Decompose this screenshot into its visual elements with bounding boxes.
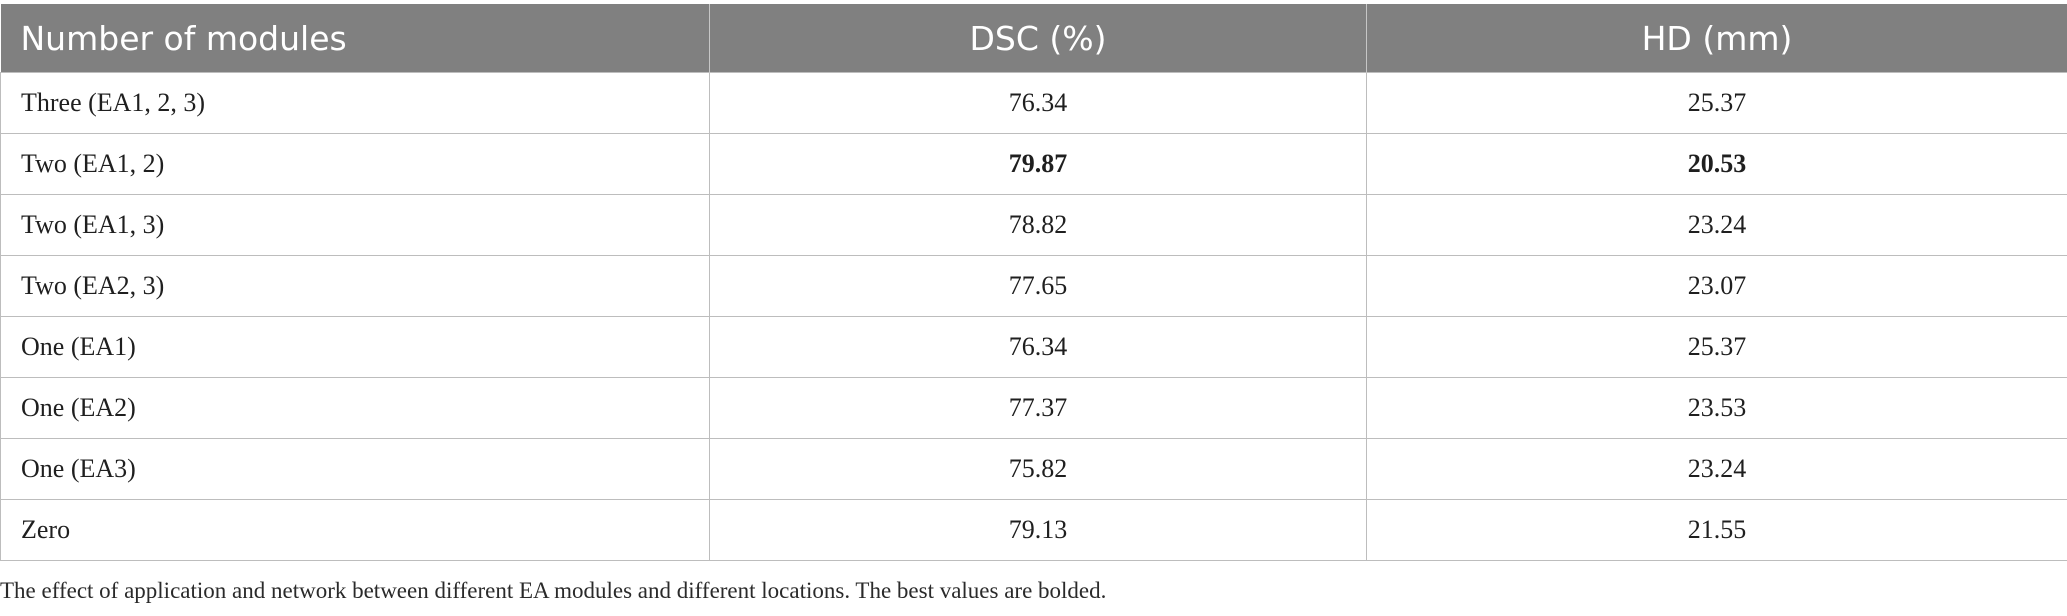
table-row: One (EA2) 77.37 23.53 bbox=[0, 377, 2067, 439]
header-row: Number of modules DSC (%) HD (mm) bbox=[0, 4, 2067, 73]
row-label-cell: One (EA1) bbox=[0, 316, 710, 378]
header-hd: HD (mm) bbox=[1366, 4, 2067, 73]
row-label-cell: Two (EA1, 2) bbox=[0, 133, 710, 195]
hd-cell: 20.53 bbox=[1366, 133, 2067, 195]
table-caption: The effect of application and network be… bbox=[0, 578, 1107, 603]
table-row: Two (EA1, 2) 79.87 20.53 bbox=[0, 133, 2067, 195]
row-label-cell: Three (EA1, 2, 3) bbox=[0, 72, 710, 134]
results-table: Number of modules DSC (%) HD (mm) Three … bbox=[0, 4, 2067, 561]
table-body: Three (EA1, 2, 3) 76.34 25.37 Two (EA1, 2) 7… bbox=[0, 72, 2067, 561]
row-label-cell: Two (EA1, 3) bbox=[0, 194, 710, 256]
row-label-cell: Two (EA2, 3) bbox=[0, 255, 710, 317]
dsc-cell: 75.82 bbox=[709, 438, 1367, 500]
table-row: Two (EA2, 3) 77.65 23.07 bbox=[0, 255, 2067, 317]
dsc-cell: 79.87 bbox=[709, 133, 1367, 195]
hd-cell: 23.07 bbox=[1366, 255, 2067, 317]
table-row: Two (EA1, 3) 78.82 23.24 bbox=[0, 194, 2067, 256]
header-number-of-modules: Number of modules bbox=[0, 4, 710, 73]
table-row: Three (EA1, 2, 3) 76.34 25.37 bbox=[0, 72, 2067, 134]
row-label-cell: One (EA3) bbox=[0, 438, 710, 500]
results-table-container: Number of modules DSC (%) HD (mm) Three … bbox=[0, 4, 2067, 561]
hd-cell: 23.53 bbox=[1366, 377, 2067, 439]
table-header: Number of modules DSC (%) HD (mm) bbox=[0, 4, 2067, 73]
hd-cell: 23.24 bbox=[1366, 438, 2067, 500]
dsc-cell: 78.82 bbox=[709, 194, 1367, 256]
dsc-cell: 77.65 bbox=[709, 255, 1367, 317]
dsc-cell: 79.13 bbox=[709, 499, 1367, 561]
table-row: One (EA3) 75.82 23.24 bbox=[0, 438, 2067, 500]
row-label-cell: Zero bbox=[0, 499, 710, 561]
row-label-cell: One (EA2) bbox=[0, 377, 710, 439]
dsc-cell: 76.34 bbox=[709, 316, 1367, 378]
hd-cell: 23.24 bbox=[1366, 194, 2067, 256]
table-row: Zero 79.13 21.55 bbox=[0, 499, 2067, 561]
dsc-cell: 77.37 bbox=[709, 377, 1367, 439]
dsc-cell: 76.34 bbox=[709, 72, 1367, 134]
hd-cell: 25.37 bbox=[1366, 316, 2067, 378]
hd-cell: 25.37 bbox=[1366, 72, 2067, 134]
hd-cell: 21.55 bbox=[1366, 499, 2067, 561]
header-dsc: DSC (%) bbox=[709, 4, 1367, 73]
table-row: One (EA1) 76.34 25.37 bbox=[0, 316, 2067, 378]
